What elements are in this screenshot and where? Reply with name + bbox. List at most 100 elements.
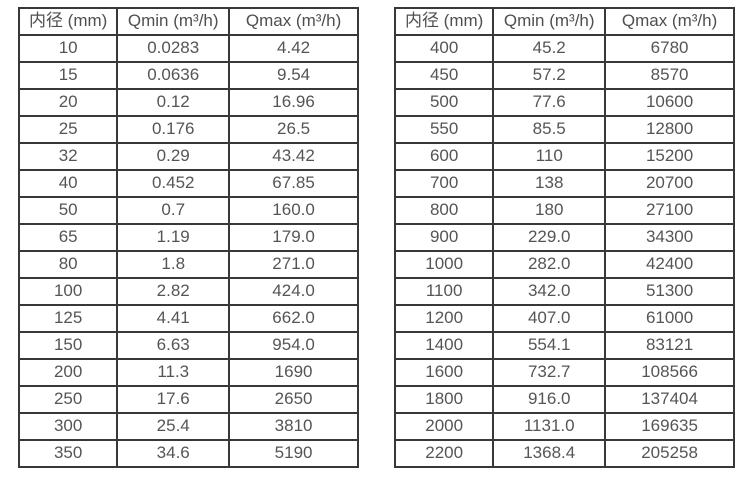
table-row: 40 0.452 67.85 bbox=[17, 169, 359, 198]
table-cell: 169635 bbox=[604, 412, 735, 441]
table-row: 800 180 27100 bbox=[393, 196, 735, 225]
table-cell: 2.82 bbox=[116, 277, 231, 306]
table-cell: 954.0 bbox=[228, 331, 359, 360]
table-cell: 4.42 bbox=[228, 34, 359, 63]
table-cell: 67.85 bbox=[228, 169, 359, 198]
table-cell: 282.0 bbox=[492, 250, 607, 279]
table-cell: 1690 bbox=[228, 358, 359, 387]
table-cell: 0.29 bbox=[116, 142, 231, 171]
table-row: 250 17.6 2650 bbox=[17, 385, 359, 414]
table-cell: 700 bbox=[393, 169, 495, 198]
table-cell: 2650 bbox=[228, 385, 359, 414]
table-cell: 125 bbox=[17, 304, 119, 333]
table-row: 15 0.0636 9.54 bbox=[17, 61, 359, 90]
table-row: 1000 282.0 42400 bbox=[393, 250, 735, 279]
table-cell: 2000 bbox=[393, 412, 495, 441]
table-cell: 732.7 bbox=[492, 358, 607, 387]
table-cell: 110 bbox=[492, 142, 607, 171]
table-cell: 10 bbox=[17, 34, 119, 63]
table-cell: 0.176 bbox=[116, 115, 231, 144]
table-cell: 51300 bbox=[604, 277, 735, 306]
table-cell: 0.0283 bbox=[116, 34, 231, 63]
table-cell: 550 bbox=[393, 115, 495, 144]
table-cell: 15 bbox=[17, 61, 119, 90]
table-row: 700 138 20700 bbox=[393, 169, 735, 198]
flow-range-table-large-diameters: 内径 (mm) Qmin (m³/h) Qmax (m³/h) 400 45.2 6780… bbox=[393, 7, 735, 468]
table-cell: 138 bbox=[492, 169, 607, 198]
table-cell: 61000 bbox=[604, 304, 735, 333]
table-cell: 77.6 bbox=[492, 88, 607, 117]
table-cell: 6780 bbox=[604, 34, 735, 63]
flow-range-table-small-diameters: 内径 (mm) Qmin (m³/h) Qmax (m³/h) 10 0.0283 4.4… bbox=[17, 7, 359, 468]
table-row: 1200 407.0 61000 bbox=[393, 304, 735, 333]
table-cell: 0.12 bbox=[116, 88, 231, 117]
table-cell: 800 bbox=[393, 196, 495, 225]
table-row: 1800 916.0 137404 bbox=[393, 385, 735, 414]
table-cell: 0.7 bbox=[116, 196, 231, 225]
table-cell: 6.63 bbox=[116, 331, 231, 360]
table-cell: 342.0 bbox=[492, 277, 607, 306]
table-cell: 450 bbox=[393, 61, 495, 90]
table-cell: 50 bbox=[17, 196, 119, 225]
table-cell: 42400 bbox=[604, 250, 735, 279]
table-cell: 1100 bbox=[393, 277, 495, 306]
table-cell: 1.19 bbox=[116, 223, 231, 252]
table-cell: 1131.0 bbox=[492, 412, 607, 441]
table-row: 150 6.63 954.0 bbox=[17, 331, 359, 360]
column-header: 内径 (mm) bbox=[17, 7, 119, 36]
table-cell: 20 bbox=[17, 88, 119, 117]
table-cell: 1000 bbox=[393, 250, 495, 279]
table-cell: 8570 bbox=[604, 61, 735, 90]
table-cell: 40 bbox=[17, 169, 119, 198]
table-row: 10 0.0283 4.42 bbox=[17, 34, 359, 63]
table-cell: 85.5 bbox=[492, 115, 607, 144]
table-cell: 100 bbox=[17, 277, 119, 306]
table-cell: 0.0636 bbox=[116, 61, 231, 90]
table-cell: 250 bbox=[17, 385, 119, 414]
table-row: 2000 1131.0 169635 bbox=[393, 412, 735, 441]
table-cell: 25 bbox=[17, 115, 119, 144]
table-row: 350 34.6 5190 bbox=[17, 439, 359, 468]
table-row: 50 0.7 160.0 bbox=[17, 196, 359, 225]
table-row: 300 25.4 3810 bbox=[17, 412, 359, 441]
table-row: 400 45.2 6780 bbox=[393, 34, 735, 63]
table-cell: 1368.4 bbox=[492, 439, 607, 468]
column-header: 内径 (mm) bbox=[393, 7, 495, 36]
table-row: 200 11.3 1690 bbox=[17, 358, 359, 387]
table-cell: 1600 bbox=[393, 358, 495, 387]
table-row: 80 1.8 271.0 bbox=[17, 250, 359, 279]
table-cell: 150 bbox=[17, 331, 119, 360]
table-cell: 200 bbox=[17, 358, 119, 387]
table-cell: 10600 bbox=[604, 88, 735, 117]
table-cell: 83121 bbox=[604, 331, 735, 360]
table-row: 1600 732.7 108566 bbox=[393, 358, 735, 387]
table-cell: 57.2 bbox=[492, 61, 607, 90]
table-cell: 916.0 bbox=[492, 385, 607, 414]
table-cell: 65 bbox=[17, 223, 119, 252]
table-row: 1400 554.1 83121 bbox=[393, 331, 735, 360]
table-cell: 179.0 bbox=[228, 223, 359, 252]
table-row: 20 0.12 16.96 bbox=[17, 88, 359, 117]
column-header: Qmax (m³/h) bbox=[228, 7, 359, 36]
table-cell: 34300 bbox=[604, 223, 735, 252]
table-cell: 12800 bbox=[604, 115, 735, 144]
table-cell: 554.1 bbox=[492, 331, 607, 360]
table-cell: 15200 bbox=[604, 142, 735, 171]
table-cell: 34.6 bbox=[116, 439, 231, 468]
table-cell: 662.0 bbox=[228, 304, 359, 333]
table-row: 125 4.41 662.0 bbox=[17, 304, 359, 333]
table-cell: 160.0 bbox=[228, 196, 359, 225]
table-cell: 350 bbox=[17, 439, 119, 468]
table-cell: 424.0 bbox=[228, 277, 359, 306]
table-row: 65 1.19 179.0 bbox=[17, 223, 359, 252]
table-cell: 500 bbox=[393, 88, 495, 117]
table-cell: 25.4 bbox=[116, 412, 231, 441]
table-row: 550 85.5 12800 bbox=[393, 115, 735, 144]
header-row: 内径 (mm) Qmin (m³/h) Qmax (m³/h) bbox=[393, 7, 735, 36]
table-cell: 407.0 bbox=[492, 304, 607, 333]
table-cell: 16.96 bbox=[228, 88, 359, 117]
table-cell: 300 bbox=[17, 412, 119, 441]
table-cell: 17.6 bbox=[116, 385, 231, 414]
table-cell: 80 bbox=[17, 250, 119, 279]
table-cell: 400 bbox=[393, 34, 495, 63]
